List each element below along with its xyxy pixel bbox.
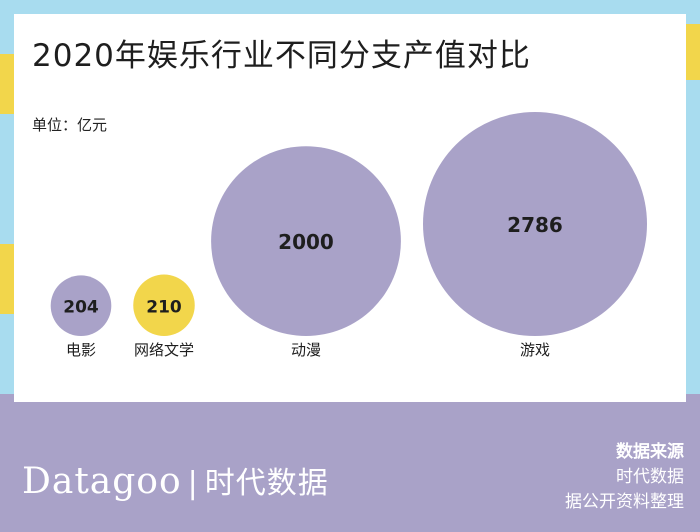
top-border-strip	[0, 0, 700, 14]
data-source: 数据来源 时代数据 据公开资料整理	[565, 440, 684, 515]
bubble-value-label-3: 2786	[507, 213, 563, 237]
bubble-value-label-1: 210	[146, 297, 182, 317]
bubble-1	[133, 274, 195, 337]
category-label-1: 网络文学	[134, 341, 194, 359]
right-border-strip	[686, 14, 700, 394]
unit-label: 单位：亿元	[32, 116, 108, 134]
bubble-value-label-0: 204	[63, 298, 99, 318]
category-label-2: 动漫	[291, 341, 321, 359]
chart-title: 2020年娱乐行业不同分支产值对比	[32, 38, 531, 74]
brand-latin: Datagoo	[22, 461, 182, 502]
source-line-2: 据公开资料整理	[565, 492, 684, 512]
category-label-0: 电影	[66, 341, 96, 359]
brand-chinese: 时代数据	[204, 466, 329, 501]
source-heading: 数据来源	[616, 442, 684, 462]
brand-separator: |	[187, 466, 199, 501]
category-label-3: 游戏	[520, 341, 550, 359]
right-accent	[686, 24, 700, 80]
bubble-0	[50, 275, 112, 336]
left-border-strip	[0, 14, 14, 394]
left-accent-top	[0, 54, 14, 114]
source-line-1: 时代数据	[616, 467, 684, 487]
bubble-2	[211, 146, 401, 336]
left-accent-bottom	[0, 244, 14, 314]
brand-logo: Datagoo | 时代数据	[22, 458, 329, 502]
bubble-3	[423, 112, 647, 336]
bubble-value-label-2: 2000	[278, 230, 334, 254]
